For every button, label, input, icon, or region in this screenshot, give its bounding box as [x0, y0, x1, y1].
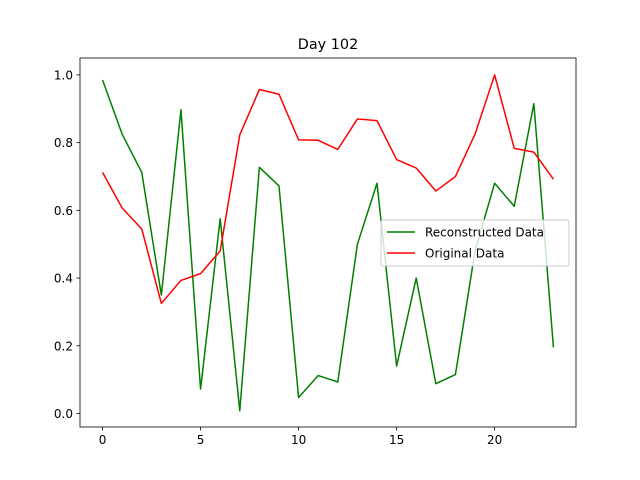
x-tick-label: 15	[389, 433, 404, 447]
plot-area: 0 5 10 15 20 0.0 0.2 0.4 0.6 0.8 1.0	[54, 57, 577, 447]
x-tick-label: 10	[291, 433, 306, 447]
y-tick-label: 0.8	[54, 136, 73, 150]
legend-label: Reconstructed Data	[425, 226, 544, 240]
legend-box	[380, 219, 570, 267]
legend: Reconstructed Data Original Data	[380, 219, 570, 267]
y-tick-label: 0.2	[54, 339, 73, 353]
x-tick-label: 5	[197, 433, 205, 447]
legend-label: Original Data	[425, 247, 504, 261]
y-tick-label: 0.0	[54, 407, 73, 421]
y-tick-label: 0.6	[54, 204, 73, 218]
y-tick-label: 1.0	[54, 68, 73, 82]
axes-frame	[79, 57, 577, 428]
x-tick-label: 0	[99, 433, 107, 447]
x-tick-label: 20	[487, 433, 502, 447]
chart-title: Day 102	[298, 37, 358, 53]
y-tick-label: 0.4	[54, 272, 73, 286]
series-line-original	[101, 74, 555, 305]
